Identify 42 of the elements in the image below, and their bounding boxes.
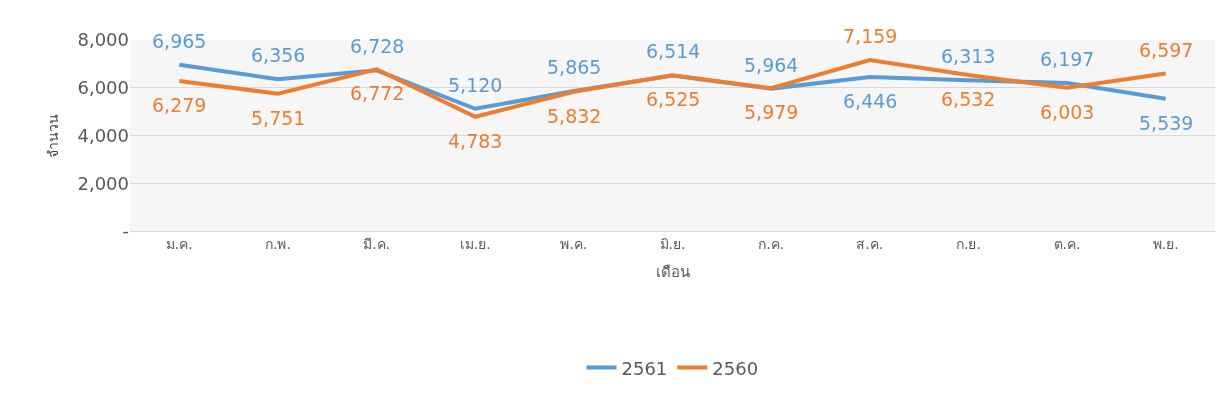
y-axis-title: จำนวน: [45, 113, 62, 158]
y-tick-label: -: [122, 220, 129, 242]
data-label: 6,356: [251, 44, 306, 66]
x-tick-label: พ.ค.: [560, 235, 588, 252]
y-tick-label: 4,000: [77, 124, 129, 146]
data-label: 7,159: [843, 25, 898, 47]
x-tick-label: ม.ค.: [165, 235, 193, 252]
legend-label: 2561: [621, 357, 668, 379]
data-label: 6,197: [1040, 48, 1095, 70]
data-label: 6,446: [843, 90, 898, 112]
x-tick-label: มิ.ย.: [659, 235, 686, 252]
y-tick-label: 2,000: [77, 172, 129, 194]
data-label: 5,120: [448, 74, 503, 96]
data-label: 6,279: [152, 94, 207, 116]
data-label: 4,783: [448, 130, 503, 152]
data-label: 6,313: [941, 45, 996, 67]
data-label: 6,514: [646, 40, 701, 62]
data-label: 6,728: [350, 35, 405, 57]
data-label: 6,772: [350, 82, 405, 104]
data-label: 6,597: [1139, 39, 1194, 61]
data-label: 5,539: [1139, 112, 1194, 134]
x-tick-label: ส.ค.: [856, 235, 884, 252]
data-label: 5,865: [547, 56, 602, 78]
data-label: 5,979: [744, 101, 799, 123]
x-tick-label: ต.ค.: [1053, 235, 1081, 252]
data-label: 5,751: [251, 107, 306, 129]
y-tick-label: 6,000: [77, 77, 129, 99]
x-tick-label: พ.ย.: [1152, 235, 1179, 252]
data-label: 6,525: [646, 88, 701, 110]
x-tick-label: เม.ย.: [459, 235, 491, 252]
data-label: 5,964: [744, 54, 799, 76]
data-label: 6,003: [1040, 101, 1095, 123]
x-tick-label: ก.ย.: [955, 235, 981, 252]
data-label: 6,532: [941, 88, 996, 110]
x-tick-label: ก.ค.: [758, 235, 785, 252]
y-tick-label: 8,000: [77, 29, 129, 51]
x-tick-label: มี.ค.: [363, 235, 391, 252]
x-tick-label: ก.พ.: [265, 235, 291, 252]
x-axis-title: เดือน: [655, 262, 690, 281]
data-label: 5,832: [547, 105, 602, 127]
data-label: 6,965: [152, 30, 207, 52]
legend-label: 2560: [712, 357, 759, 379]
